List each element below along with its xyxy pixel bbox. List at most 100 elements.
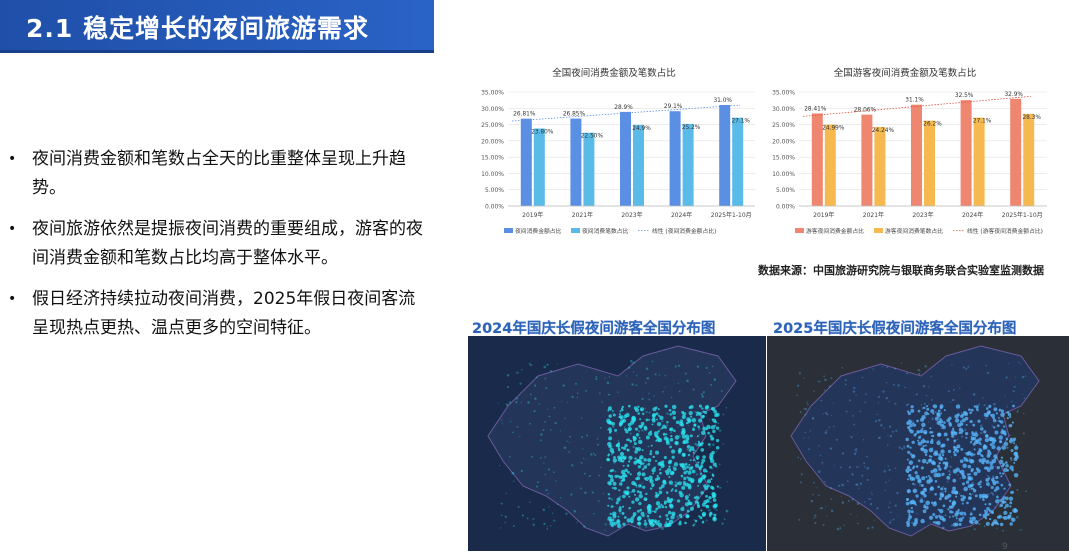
density-dot	[907, 509, 911, 514]
density-dot	[647, 462, 651, 466]
density-dot	[685, 497, 688, 501]
density-dot	[910, 408, 915, 413]
density-dot	[571, 464, 574, 467]
density-dot	[610, 453, 613, 456]
density-dot	[611, 450, 615, 454]
density-dot	[668, 503, 673, 508]
density-dot	[998, 435, 1004, 440]
density-dot	[702, 426, 707, 431]
density-dot	[934, 411, 937, 414]
density-dot	[949, 401, 951, 403]
density-dot	[971, 516, 976, 521]
density-dot	[824, 411, 827, 414]
density-dot	[519, 435, 521, 437]
density-dot	[1012, 437, 1017, 441]
density-dot	[1002, 496, 1006, 500]
density-dot	[1013, 442, 1016, 445]
density-dot	[886, 444, 889, 446]
density-dot	[648, 398, 651, 401]
density-dot	[1008, 362, 1010, 365]
y-tick-label: 15.00%	[772, 155, 795, 162]
density-dot	[688, 501, 693, 506]
density-dot	[930, 375, 933, 378]
density-dot	[995, 475, 999, 480]
density-dot	[623, 426, 626, 428]
density-dot	[651, 413, 656, 418]
density-dot	[648, 475, 653, 480]
density-dot	[613, 486, 617, 490]
density-dot	[916, 419, 919, 423]
density-dot	[972, 507, 976, 511]
density-dot	[687, 499, 690, 502]
density-dot	[628, 495, 631, 498]
density-dot	[517, 505, 520, 508]
bar-amount	[1010, 98, 1022, 206]
density-dot	[852, 415, 854, 417]
density-dot	[622, 446, 627, 450]
density-dot	[927, 412, 930, 415]
density-dot	[658, 490, 663, 495]
data-label: 28.3%	[1022, 115, 1041, 121]
density-dot	[880, 424, 883, 427]
density-dot	[692, 524, 695, 527]
density-dot	[653, 395, 655, 397]
density-dot	[984, 434, 989, 438]
density-dot	[715, 508, 718, 511]
density-dot	[698, 404, 702, 408]
density-dot	[959, 420, 962, 423]
density-dot	[989, 443, 993, 447]
density-dot	[881, 366, 884, 368]
density-dot	[948, 516, 951, 518]
density-dot	[618, 506, 622, 510]
density-dot	[1023, 397, 1026, 400]
density-dot	[919, 499, 924, 503]
density-dot	[912, 488, 918, 494]
density-dot	[809, 430, 812, 432]
density-dot	[637, 439, 643, 445]
density-dot	[939, 508, 944, 514]
density-dot	[671, 511, 676, 516]
density-dot	[668, 476, 671, 479]
density-dot	[545, 387, 548, 390]
density-dot	[811, 417, 815, 420]
density-dot	[565, 512, 568, 515]
density-dot	[702, 468, 707, 473]
density-dot	[698, 467, 702, 471]
density-dot	[652, 455, 655, 459]
density-dot	[938, 461, 941, 465]
density-dot	[716, 450, 718, 452]
density-dot	[623, 457, 627, 461]
density-dot	[604, 377, 606, 379]
density-dot	[889, 434, 893, 438]
density-dot	[955, 495, 958, 498]
density-dot	[929, 427, 932, 430]
density-dot	[944, 457, 947, 460]
density-dot	[662, 424, 666, 429]
density-dot	[1022, 432, 1025, 435]
data-label: 28.41%	[804, 106, 827, 112]
density-dot	[823, 389, 826, 391]
density-dot	[989, 461, 994, 466]
density-dot	[915, 393, 918, 396]
density-dot	[699, 474, 702, 476]
density-dot	[996, 465, 1000, 470]
density-dot	[614, 470, 617, 473]
density-dot	[1005, 463, 1009, 468]
density-dot	[671, 439, 673, 441]
density-dot	[804, 414, 807, 416]
density-dot	[962, 463, 967, 469]
density-dot	[940, 449, 945, 454]
density-dot	[634, 427, 639, 431]
density-dot	[1010, 424, 1013, 427]
density-dot	[543, 462, 545, 464]
density-dot	[982, 498, 985, 501]
density-dot	[878, 436, 881, 440]
density-dot	[890, 511, 892, 514]
density-dot	[645, 492, 648, 496]
density-dot	[644, 407, 646, 410]
density-dot	[712, 443, 715, 447]
density-dot	[686, 417, 691, 422]
density-dot	[1009, 437, 1013, 441]
density-dot	[504, 521, 506, 524]
density-dot	[1016, 410, 1019, 413]
